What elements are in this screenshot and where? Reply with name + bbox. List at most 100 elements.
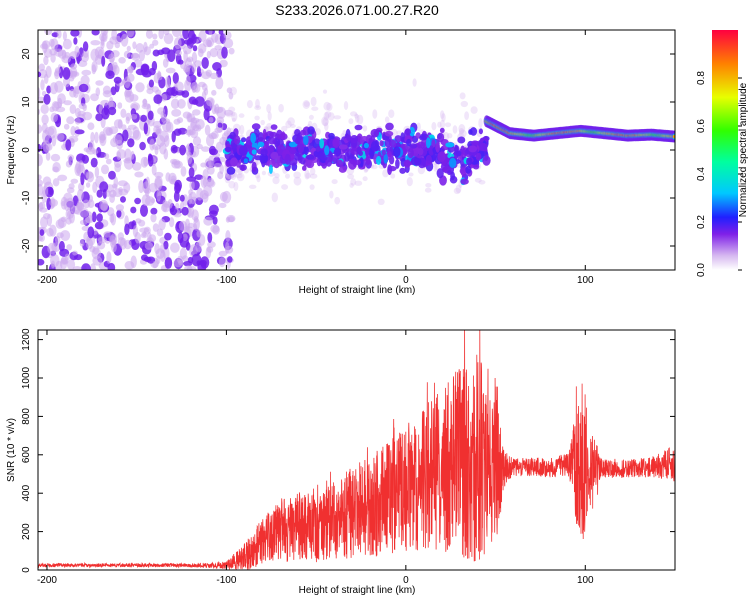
spectrogram-cell <box>228 180 236 189</box>
spectrogram-cell <box>43 48 53 58</box>
spectrogram-cell <box>208 116 214 123</box>
spectrogram-cell <box>385 122 394 131</box>
spectrogram-cell <box>212 216 218 225</box>
spectrogram-cell <box>57 217 67 229</box>
spectrogram-cell <box>45 65 52 78</box>
spectrogram-cell <box>304 169 310 180</box>
spectrogram-cell <box>457 136 466 144</box>
spectrogram-cell <box>479 142 488 152</box>
spectrogram-cell <box>409 126 415 137</box>
spectrogram-cell <box>181 206 189 216</box>
spectrogram-cell <box>404 128 411 136</box>
spectrogram-cell <box>185 241 191 251</box>
spectrogram-cell <box>161 93 168 102</box>
spectrogram-cell <box>142 98 148 105</box>
spectrogram-cell <box>350 147 359 155</box>
spectrogram-cell <box>94 131 99 144</box>
spectrogram-cell <box>79 219 88 226</box>
spectrogram-cell <box>349 182 354 188</box>
spectrogram-cell <box>348 158 357 170</box>
spectrogram-cell <box>112 61 118 70</box>
spectrogram-cell <box>278 103 284 113</box>
spectrogram-cell <box>459 92 466 100</box>
spectrogram-cell <box>259 153 265 164</box>
spectrogram-cell <box>440 110 445 119</box>
spectrogram-cell <box>120 196 126 203</box>
spectrogram-cell <box>288 141 298 148</box>
spectrogram-cell <box>191 85 196 93</box>
spectrogram-cell <box>165 172 171 182</box>
spectrogram-cell <box>294 129 301 137</box>
spectrogram-cell <box>185 75 191 86</box>
spectrogram-cell <box>305 154 315 160</box>
spectrogram-cell <box>225 216 230 223</box>
spectrogram-cell <box>39 229 45 236</box>
spectrogram-cell <box>235 173 243 179</box>
spectrogram-cell <box>224 146 232 153</box>
spectrogram-cell <box>209 210 218 217</box>
spectrogram-cell <box>170 98 180 110</box>
spectrogram-cell <box>78 83 89 93</box>
spectrogram-cell <box>162 120 172 132</box>
colorbar-ticks: 0.0 0.2 0.4 0.6 0.8 <box>696 71 742 277</box>
spectrogram-cell <box>120 33 129 47</box>
spectrogram-cell <box>224 174 231 184</box>
snr-xtick-label: -200 <box>37 575 57 586</box>
spectrogram-cell <box>225 230 231 242</box>
spectrogram-xtick-label: 100 <box>577 275 594 286</box>
spectrogram-cell <box>239 164 247 171</box>
spectrogram-cell <box>214 45 223 51</box>
spectrogram-cell <box>256 175 261 183</box>
spectrogram-cell <box>362 176 368 182</box>
spectrogram-cell <box>130 255 137 269</box>
spectrogram-cell <box>170 144 178 154</box>
spectrogram-cell <box>267 111 272 121</box>
spectrogram-cell <box>466 157 473 166</box>
spectrogram-cell <box>412 150 419 157</box>
spectrogram-cell <box>62 31 67 41</box>
spectrogram-cell <box>460 145 465 155</box>
spectrogram-cell <box>38 63 45 72</box>
spectrogram-xtick-label: -200 <box>37 275 57 286</box>
spectrogram-cell <box>211 131 219 140</box>
spectrogram-cell <box>471 140 479 146</box>
spectrogram-cell <box>459 129 467 138</box>
spectrogram-cell <box>192 136 202 146</box>
spectrogram-cell <box>163 148 169 160</box>
spectrogram-cell <box>474 177 482 183</box>
spectrogram-cell <box>74 117 81 125</box>
spectrogram-cell <box>143 46 151 56</box>
spectrogram-cell <box>460 178 469 185</box>
spectrogram-cell <box>38 71 42 78</box>
spectrogram-cell <box>424 187 432 193</box>
spectrogram-cell <box>163 240 169 250</box>
spectrogram-cell <box>412 78 417 87</box>
spectrogram-cell <box>134 171 144 178</box>
spectrogram-cell <box>375 155 382 165</box>
spectrogram-cell <box>138 49 145 62</box>
spectrogram-cell <box>324 122 329 131</box>
spectrogram-cell <box>65 160 72 168</box>
spectrogram-cell <box>40 104 49 115</box>
spectrogram-cell <box>170 242 180 253</box>
spectrogram-cell <box>69 66 78 79</box>
spectrogram-cell <box>212 225 220 235</box>
spectrogram-cell <box>100 34 105 46</box>
spectrogram-cell <box>72 250 78 256</box>
spectrogram-cell <box>143 256 152 262</box>
spectrogram-cell <box>110 86 117 96</box>
spectrogram-cell <box>223 31 232 40</box>
spectrogram-cell <box>281 131 286 141</box>
snr-series-line <box>38 330 675 570</box>
spectrogram-cell <box>38 124 43 134</box>
spectrogram-cell <box>44 30 53 36</box>
spectrogram-cell <box>182 233 188 242</box>
spectrogram-cell <box>459 168 466 174</box>
spectrogram-cell <box>66 187 75 194</box>
spectrogram-cell <box>196 65 201 76</box>
spectrogram-cell <box>81 263 91 270</box>
spectrogram-cell <box>80 208 89 218</box>
spectrogram-cell <box>407 147 414 159</box>
spectrogram-cell <box>140 156 149 168</box>
spectrogram-cell <box>82 41 89 52</box>
